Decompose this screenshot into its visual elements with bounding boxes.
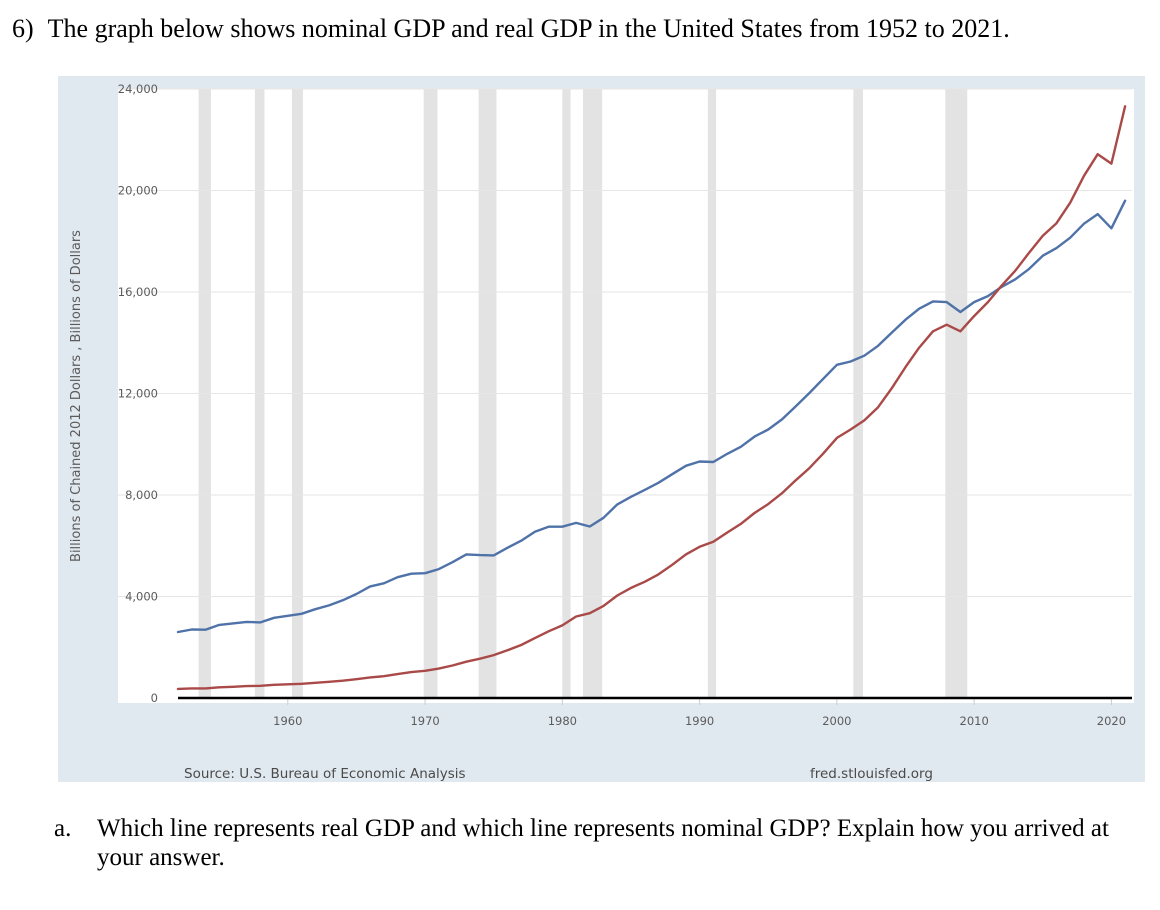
y-tick-label: 4,000 [125,590,158,604]
plot-area [118,89,1134,703]
y-axis-label: Billions of Chained 2012 Dollars , Billi… [69,230,84,562]
question-heading: 6) The graph below shows nominal GDP and … [12,14,1010,44]
series-lines [176,105,1127,691]
x-tick-label: 1960 [273,714,302,728]
gdp-line-chart: 0 4,000 8,000 12,000 16,000 20,000 24,000 1960… [69,82,1134,782]
nominal-gdp-line [176,105,1127,691]
real-gdp-line [176,199,1127,634]
y-tick-label: 12,000 [118,387,158,401]
y-axis-ticks: 0 4,000 8,000 12,000 16,000 20,000 24,000 [118,82,158,705]
x-tick-label: 1970 [410,714,439,728]
fred-credit-link[interactable]: fred.stlouisfed.org [810,766,933,782]
y-tick-label: 0 [151,691,158,705]
y-tick-label: 8,000 [125,488,158,502]
x-axis-ticks: 1960 1970 1980 1990 2000 2010 2020 [273,698,1126,728]
source-note: Source: U.S. Bureau of Economic Analysis [184,766,466,782]
y-tick-label: 20,000 [118,184,158,198]
x-tick-label: 2010 [960,714,989,728]
gridlines [118,88,1132,597]
y-tick-label: 24,000 [118,82,158,96]
x-tick-label: 1980 [548,714,577,728]
x-tick-label: 2020 [1097,714,1126,728]
chart-panel: 0 4,000 8,000 12,000 16,000 20,000 24,000 1960… [58,76,1145,782]
question-text: The graph below shows nominal GDP and re… [47,14,1010,43]
question-number: 6) [12,14,34,43]
x-tick-label: 1990 [685,714,714,728]
part-a: a. Which line represents real GDP and wh… [54,814,1114,872]
part-a-letter: a. [54,815,72,842]
x-tick-label: 2000 [822,714,851,728]
y-tick-label: 16,000 [118,285,158,299]
part-a-question: Which line represents real GDP and which… [97,815,1109,871]
